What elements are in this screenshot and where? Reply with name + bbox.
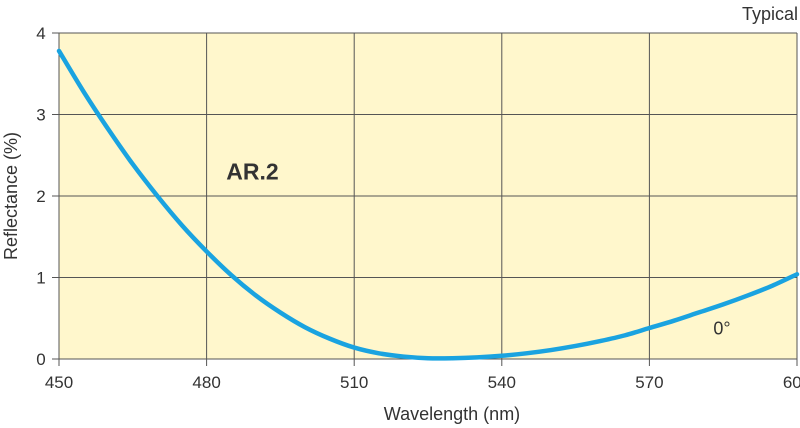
x-tick-label: 570 [635, 373, 663, 392]
y-tick-label: 2 [36, 187, 45, 206]
annotation-ar2: AR.2 [226, 159, 278, 185]
tick-labels: 450 480 510 540 570 600 0 1 2 3 4 [36, 24, 800, 392]
x-tick-label: 480 [192, 373, 220, 392]
y-tick-label: 4 [36, 24, 45, 43]
y-axis-title: Reflectance (%) [1, 132, 21, 260]
x-tick-label: 450 [45, 373, 73, 392]
annotation-angle: 0° [713, 319, 730, 339]
y-tick-label: 0 [36, 350, 45, 369]
typical-note: Typical [742, 4, 798, 24]
series-line-ar2 [56, 48, 800, 361]
grid-lines [52, 32, 798, 366]
y-tick-label: 3 [36, 106, 45, 125]
x-tick-label: 600 [783, 373, 800, 392]
x-tick-label: 540 [488, 373, 516, 392]
x-axis-title: Wavelength (nm) [384, 404, 520, 424]
y-tick-label: 1 [36, 269, 45, 288]
x-tick-label: 510 [340, 373, 368, 392]
